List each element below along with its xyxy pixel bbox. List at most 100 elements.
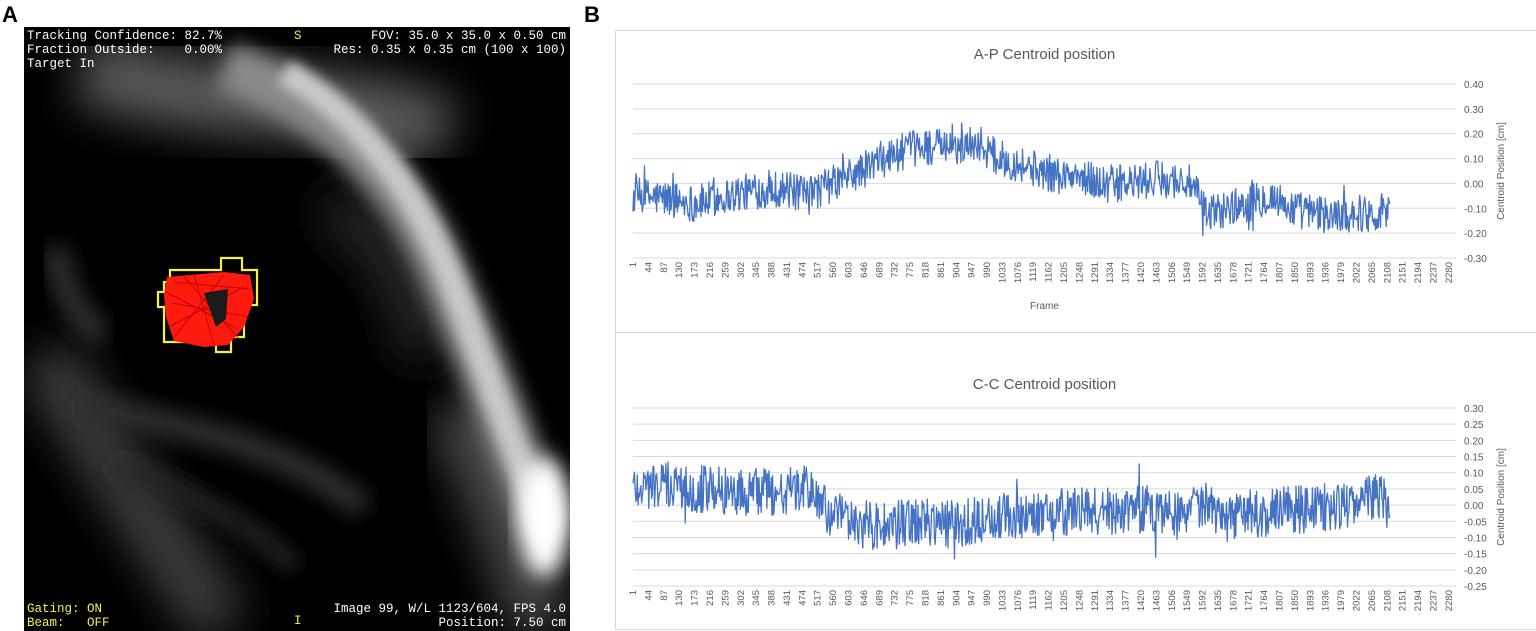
y-tick-label: 0.00 bbox=[1464, 501, 1484, 512]
x-tick-label: 646 bbox=[859, 262, 870, 278]
x-tick-label: 1420 bbox=[1136, 590, 1147, 611]
x-tick-label: 1764 bbox=[1259, 590, 1270, 611]
x-tick-label: 259 bbox=[720, 590, 731, 606]
x-tick-label: 1678 bbox=[1228, 262, 1239, 283]
panel-label-b: B bbox=[584, 2, 600, 27]
x-tick-label: 173 bbox=[690, 590, 701, 606]
y-tick-label: 0.30 bbox=[1464, 404, 1484, 415]
x-tick-label: 1549 bbox=[1182, 590, 1193, 611]
x-tick-label: 1248 bbox=[1074, 590, 1085, 611]
x-tick-label: 1807 bbox=[1275, 590, 1286, 611]
tracking-confidence: Tracking Confidence: 82.7% bbox=[27, 29, 223, 43]
x-tick-label: 818 bbox=[920, 262, 931, 278]
x-tick-label: 689 bbox=[874, 590, 885, 606]
ap-centroid-chart: A-P Centroid position 0.40 0.30 0.20 0.10 0.0… bbox=[628, 46, 1507, 312]
x-tick-label: 1936 bbox=[1321, 590, 1332, 611]
x-tick-label: 1893 bbox=[1305, 590, 1316, 611]
x-tick-label: 1420 bbox=[1136, 262, 1147, 283]
x-tick-label: 904 bbox=[951, 262, 962, 278]
chart-divider bbox=[616, 332, 1536, 333]
x-tick-label: 646 bbox=[859, 590, 870, 606]
image-info: Image 99, W/L 1123/604, FPS 4.0 bbox=[333, 602, 566, 616]
x-tick-label: 1850 bbox=[1290, 590, 1301, 611]
x-tick-label: 732 bbox=[890, 590, 901, 606]
x-tick-label: 216 bbox=[705, 590, 716, 606]
x-tick-label: 990 bbox=[982, 590, 993, 606]
x-tick-label: 1205 bbox=[1059, 262, 1070, 283]
tracking-contour bbox=[156, 256, 259, 354]
x-tick-label: 44 bbox=[643, 590, 654, 601]
x-tick-label: 173 bbox=[690, 262, 701, 278]
x-tick-label: 689 bbox=[874, 262, 885, 278]
x-tick-label: 388 bbox=[767, 262, 778, 278]
x-tick-label: 2022 bbox=[1351, 590, 1362, 611]
y-tick-label: -0.15 bbox=[1464, 550, 1487, 561]
fov-readout: FOV: 35.0 x 35.0 x 0.50 cm bbox=[370, 29, 566, 43]
x-tick-label: 1463 bbox=[1151, 262, 1162, 283]
y-tick-label: -0.20 bbox=[1464, 229, 1487, 240]
x-tick-label: 1 bbox=[628, 262, 639, 267]
x-tick-label: 517 bbox=[813, 262, 824, 278]
x-tick-label: 345 bbox=[751, 590, 762, 606]
centroid-series-line bbox=[632, 461, 1391, 560]
x-tick-label: 1635 bbox=[1213, 262, 1224, 283]
x-tick-label: 2280 bbox=[1444, 262, 1455, 283]
x-tick-label: 431 bbox=[782, 262, 793, 278]
x-tick-label: 1162 bbox=[1044, 262, 1055, 282]
x-tick-label: 1119 bbox=[1028, 262, 1039, 282]
x-tick-label: 1807 bbox=[1275, 262, 1286, 283]
x-tick-label: 2108 bbox=[1382, 590, 1393, 611]
x-tick-label: 130 bbox=[674, 590, 685, 606]
x-tick-label: 302 bbox=[736, 590, 747, 606]
x-tick-label: 44 bbox=[643, 262, 654, 273]
chart-title: C-C Centroid position bbox=[973, 376, 1116, 393]
y-tick-label: -0.20 bbox=[1464, 566, 1487, 577]
x-tick-label: 1721 bbox=[1244, 590, 1255, 611]
y-tick-label: -0.25 bbox=[1464, 582, 1487, 593]
x-tick-label: 130 bbox=[674, 262, 685, 278]
x-tick-label: 1592 bbox=[1198, 262, 1209, 283]
y-tick-label: 0.10 bbox=[1464, 469, 1484, 480]
x-tick-label: 2194 bbox=[1413, 590, 1424, 611]
x-tick-label: 2065 bbox=[1367, 590, 1378, 611]
gating-value: ON bbox=[87, 602, 103, 616]
x-tick-label: 775 bbox=[905, 262, 916, 278]
x-tick-label: 302 bbox=[736, 262, 747, 278]
x-tick-label: 1291 bbox=[1090, 262, 1101, 283]
x-tick-label: 1893 bbox=[1305, 262, 1316, 283]
x-tick-label: 1076 bbox=[1013, 262, 1024, 283]
target-contour-outline bbox=[156, 256, 259, 354]
x-tick-label: 1506 bbox=[1167, 262, 1178, 283]
x-axis-label: Frame bbox=[1030, 301, 1059, 312]
y-tick-label: -0.30 bbox=[1464, 254, 1487, 265]
y-tick-label: 0.05 bbox=[1464, 485, 1484, 496]
x-tick-label: 2237 bbox=[1428, 262, 1439, 283]
x-tick-label: 1979 bbox=[1336, 262, 1347, 283]
x-tick-label: 1033 bbox=[997, 262, 1008, 283]
x-tick-label: 1334 bbox=[1105, 590, 1116, 611]
beam-value: OFF bbox=[87, 616, 110, 630]
mri-tracking-view: Tracking Confidence: 82.7% Fraction Outs… bbox=[24, 27, 570, 631]
x-tick-label: 904 bbox=[951, 590, 962, 606]
cc-centroid-chart: C-C Centroid position 0.30 0.25 0.20 0.15 0.1… bbox=[628, 376, 1507, 611]
x-tick-label: 560 bbox=[828, 262, 839, 278]
y-tick-label: -0.10 bbox=[1464, 533, 1487, 544]
x-tick-label: 947 bbox=[967, 262, 978, 278]
y-tick-label: 0.00 bbox=[1464, 179, 1484, 190]
y-tick-label: 0.10 bbox=[1464, 155, 1484, 166]
x-tick-label: 1291 bbox=[1090, 590, 1101, 611]
x-tick-label: 1 bbox=[628, 590, 639, 595]
x-tick-label: 775 bbox=[905, 590, 916, 606]
x-tick-label: 1033 bbox=[997, 590, 1008, 611]
mri-tissue bbox=[24, 33, 570, 631]
x-tick-label: 1979 bbox=[1336, 590, 1347, 611]
x-tick-label: 1635 bbox=[1213, 590, 1224, 611]
x-tick-label: 1506 bbox=[1167, 590, 1178, 611]
x-tick-label: 87 bbox=[659, 262, 670, 273]
fraction-outside: Fraction Outside: 0.00% bbox=[27, 43, 223, 57]
x-tick-label: 2280 bbox=[1444, 590, 1455, 611]
x-tick-label: 259 bbox=[720, 262, 731, 278]
x-tick-label: 1248 bbox=[1074, 262, 1085, 283]
orientation-superior: S bbox=[294, 29, 302, 43]
x-tick-label: 517 bbox=[813, 590, 824, 606]
